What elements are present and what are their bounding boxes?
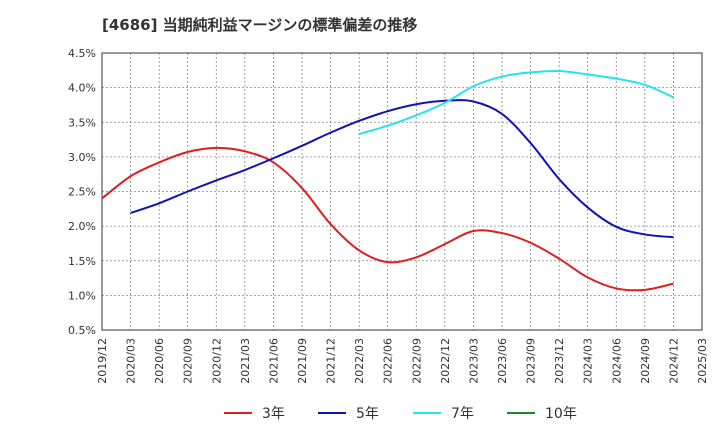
x-tick-label: 2025/03	[696, 338, 709, 384]
y-tick-label: 3.5%	[68, 116, 96, 129]
x-tick-label: 2021/03	[239, 338, 252, 384]
y-tick-label: 2.0%	[68, 220, 96, 233]
legend-label-5年: 5年	[356, 406, 379, 422]
series-line-3年	[101, 146, 674, 292]
legend-label-10年: 10年	[545, 406, 577, 422]
x-tick-label: 2024/09	[639, 338, 652, 384]
x-tick-label: 2020/12	[210, 338, 223, 384]
legend-label-3年: 3年	[262, 406, 285, 422]
x-tick-label: 2024/06	[610, 338, 623, 384]
x-tick-label: 2022/12	[439, 338, 452, 384]
x-tick-label: 2023/03	[467, 338, 480, 384]
legend-label-7年: 7年	[451, 406, 474, 422]
x-tick-label: 2020/09	[182, 338, 195, 384]
x-tick-label: 2019/12	[96, 338, 109, 384]
x-tick-label: 2021/09	[296, 338, 309, 384]
x-tick-label: 2023/12	[553, 338, 566, 384]
x-tick-label: 2020/03	[125, 338, 138, 384]
y-tick-label: 3.0%	[68, 151, 96, 164]
series-line-7年	[358, 69, 674, 135]
x-tick-label: 2023/09	[525, 338, 538, 384]
y-tick-label: 4.0%	[68, 82, 96, 95]
x-tick-label: 2022/09	[410, 338, 423, 384]
series-line-5年	[130, 99, 674, 239]
x-tick-label: 2021/06	[267, 338, 280, 384]
y-tick-label: 2.5%	[68, 186, 96, 199]
x-tick-label: 2024/12	[667, 338, 680, 384]
chart-title: [4686] 当期純利益マージンの標準偏差の推移	[102, 16, 418, 34]
x-tick-label: 2020/06	[153, 338, 166, 384]
y-tick-label: 1.5%	[68, 255, 96, 268]
x-tick-label: 2024/03	[582, 338, 595, 384]
x-tick-label: 2023/06	[496, 338, 509, 384]
y-tick-label: 0.5%	[68, 324, 96, 337]
y-tick-label: 1.0%	[68, 289, 96, 302]
x-tick-label: 2022/03	[353, 338, 366, 384]
y-tick-label: 4.5%	[68, 47, 96, 60]
x-tick-label: 2022/06	[382, 338, 395, 384]
x-tick-label: 2021/12	[325, 338, 338, 384]
plot-frame	[101, 52, 703, 331]
